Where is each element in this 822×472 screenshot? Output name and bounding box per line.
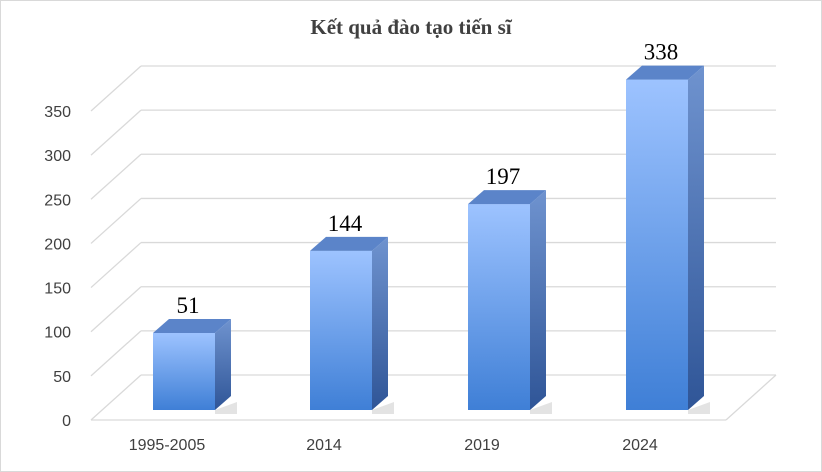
bar-side [215, 318, 231, 410]
data-label: 144 [328, 211, 363, 236]
bar-shadow [215, 402, 237, 414]
bar-top [310, 236, 388, 251]
bar-top [626, 65, 704, 80]
gridline-depth [90, 242, 142, 289]
bar-side [530, 190, 546, 410]
gridline-depth [90, 65, 142, 112]
data-label: 51 [177, 293, 200, 318]
gridline-depth [90, 374, 142, 421]
x-tick-label: 1995-2005 [129, 437, 206, 454]
gridline-depth [90, 109, 142, 156]
gridline-depth [90, 286, 142, 333]
y-tick-label: 250 [44, 192, 71, 209]
bar-top [153, 318, 231, 333]
bar [310, 250, 372, 410]
floor-edge-right [725, 374, 777, 421]
x-tick-label: 2014 [306, 437, 342, 454]
bar-side [688, 65, 704, 410]
gridline-depth [90, 153, 142, 200]
bar [626, 79, 688, 410]
y-tick-label: 50 [53, 369, 71, 386]
y-tick-label: 150 [44, 281, 71, 298]
y-tick-label: 0 [62, 413, 71, 430]
bar-shadow [372, 402, 394, 414]
x-tick-label: 2024 [622, 437, 658, 454]
y-tick-label: 200 [44, 236, 71, 253]
data-label: 338 [644, 40, 679, 65]
gridline-depth [90, 197, 142, 244]
y-tick-label: 350 [44, 104, 71, 121]
bar-shadow [530, 402, 552, 414]
data-label: 197 [486, 164, 521, 189]
y-tick-label: 100 [44, 325, 71, 342]
chart-title: Kết quả đào tạo tiến sĩ [310, 15, 512, 39]
x-tick-label: 2019 [464, 437, 500, 454]
gridline-depth [90, 330, 142, 377]
bar [468, 204, 530, 410]
bar-shadow [688, 402, 710, 414]
y-tick-label: 300 [44, 148, 71, 165]
bar-top [468, 190, 546, 205]
bar-side [372, 236, 388, 410]
bar [153, 332, 215, 410]
